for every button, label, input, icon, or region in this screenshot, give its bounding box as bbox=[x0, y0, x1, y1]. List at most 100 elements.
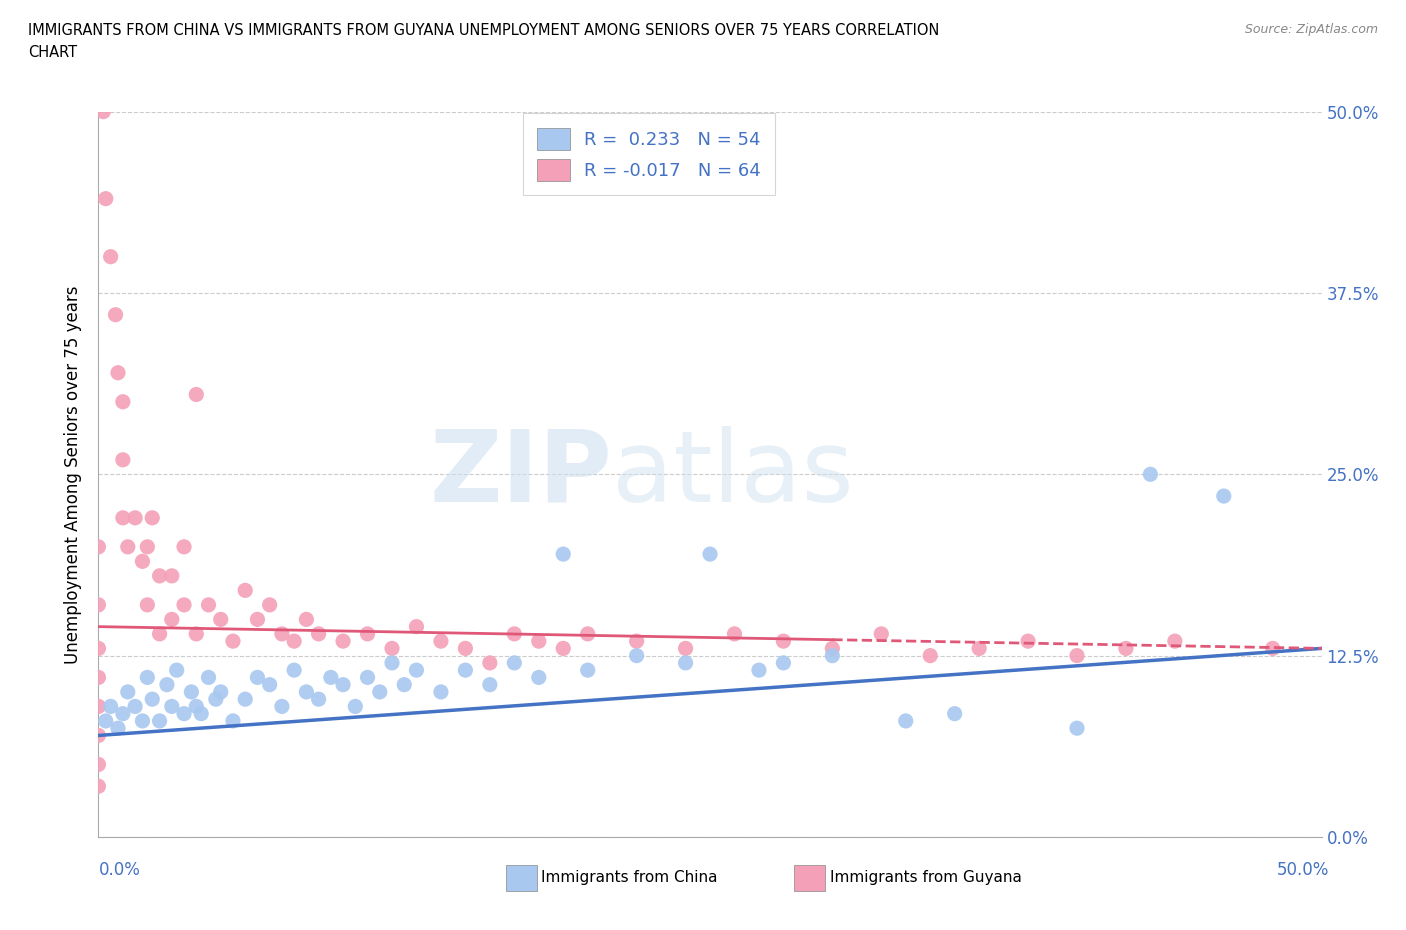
Point bbox=[430, 633, 453, 648]
Point bbox=[478, 656, 501, 671]
Point bbox=[344, 699, 367, 714]
Legend: R =  0.233   N = 54, R = -0.017   N = 64: R = 0.233 N = 54, R = -0.017 N = 64 bbox=[523, 113, 775, 195]
Point bbox=[1164, 633, 1187, 648]
Point bbox=[87, 699, 110, 714]
Point bbox=[180, 684, 202, 699]
Point bbox=[626, 648, 648, 663]
Text: Immigrants from China: Immigrants from China bbox=[541, 870, 718, 885]
Point bbox=[246, 612, 269, 627]
Point bbox=[87, 641, 110, 656]
Point bbox=[748, 663, 770, 678]
Text: Immigrants from Guyana: Immigrants from Guyana bbox=[830, 870, 1021, 885]
Point bbox=[100, 249, 122, 264]
Point bbox=[136, 539, 159, 554]
Point bbox=[283, 633, 305, 648]
Point bbox=[503, 656, 526, 671]
Text: ZIP: ZIP bbox=[429, 426, 612, 523]
Point bbox=[111, 706, 134, 721]
Point bbox=[920, 648, 942, 663]
Point bbox=[356, 670, 378, 684]
Point bbox=[205, 692, 228, 707]
Text: Source: ZipAtlas.com: Source: ZipAtlas.com bbox=[1244, 23, 1378, 36]
Point bbox=[675, 641, 697, 656]
Point bbox=[233, 583, 256, 598]
Point bbox=[136, 670, 159, 684]
Point bbox=[527, 633, 550, 648]
Point bbox=[1139, 467, 1161, 482]
Point bbox=[772, 633, 794, 648]
Point bbox=[319, 670, 342, 684]
Point bbox=[1261, 641, 1284, 656]
Point bbox=[173, 597, 195, 612]
Text: 0.0%: 0.0% bbox=[98, 860, 141, 879]
Point bbox=[503, 627, 526, 642]
Point bbox=[107, 365, 129, 380]
Point bbox=[233, 692, 256, 707]
Point bbox=[381, 656, 404, 671]
Point bbox=[87, 728, 110, 743]
Point bbox=[1017, 633, 1039, 648]
Point bbox=[91, 104, 114, 119]
Point bbox=[87, 757, 110, 772]
Point bbox=[160, 612, 183, 627]
Point bbox=[190, 706, 212, 721]
Point bbox=[156, 677, 179, 692]
Point bbox=[131, 713, 153, 728]
Point bbox=[626, 633, 648, 648]
Point bbox=[332, 633, 354, 648]
Point bbox=[454, 663, 477, 678]
Text: CHART: CHART bbox=[28, 45, 77, 60]
Point bbox=[160, 699, 183, 714]
Point bbox=[222, 713, 245, 728]
Point bbox=[943, 706, 966, 721]
Point bbox=[553, 641, 575, 656]
Point bbox=[173, 539, 195, 554]
Point bbox=[308, 627, 330, 642]
Point bbox=[166, 663, 188, 678]
Point bbox=[222, 633, 245, 648]
Point bbox=[186, 699, 208, 714]
Point bbox=[149, 713, 172, 728]
Point bbox=[332, 677, 354, 692]
Point bbox=[381, 641, 404, 656]
Point bbox=[576, 627, 599, 642]
Point bbox=[356, 627, 378, 642]
Point bbox=[675, 656, 697, 671]
Point bbox=[368, 684, 391, 699]
Point bbox=[553, 547, 575, 562]
Point bbox=[723, 627, 745, 642]
Point bbox=[136, 597, 159, 612]
Point bbox=[821, 641, 844, 656]
Point bbox=[107, 721, 129, 736]
Text: atlas: atlas bbox=[612, 426, 853, 523]
Point bbox=[94, 713, 117, 728]
Point bbox=[699, 547, 721, 562]
Point bbox=[392, 677, 416, 692]
Point bbox=[111, 511, 134, 525]
Point bbox=[131, 554, 153, 569]
Point bbox=[149, 568, 172, 583]
Point bbox=[197, 670, 219, 684]
Point bbox=[117, 539, 139, 554]
Point bbox=[283, 663, 305, 678]
Point bbox=[186, 387, 208, 402]
Point bbox=[197, 597, 219, 612]
Point bbox=[821, 648, 844, 663]
Point bbox=[270, 699, 294, 714]
Point bbox=[405, 663, 427, 678]
Point bbox=[141, 511, 163, 525]
Point bbox=[967, 641, 990, 656]
Point bbox=[527, 670, 550, 684]
Point bbox=[405, 619, 427, 634]
Y-axis label: Unemployment Among Seniors over 75 years: Unemployment Among Seniors over 75 years bbox=[65, 286, 83, 663]
Point bbox=[478, 677, 501, 692]
Point bbox=[87, 597, 110, 612]
Point bbox=[1066, 721, 1088, 736]
Point bbox=[104, 307, 127, 322]
Point bbox=[111, 452, 134, 467]
Point bbox=[94, 192, 117, 206]
Point bbox=[100, 699, 122, 714]
Text: IMMIGRANTS FROM CHINA VS IMMIGRANTS FROM GUYANA UNEMPLOYMENT AMONG SENIORS OVER : IMMIGRANTS FROM CHINA VS IMMIGRANTS FROM… bbox=[28, 23, 939, 38]
Point bbox=[270, 627, 294, 642]
Point bbox=[111, 394, 134, 409]
